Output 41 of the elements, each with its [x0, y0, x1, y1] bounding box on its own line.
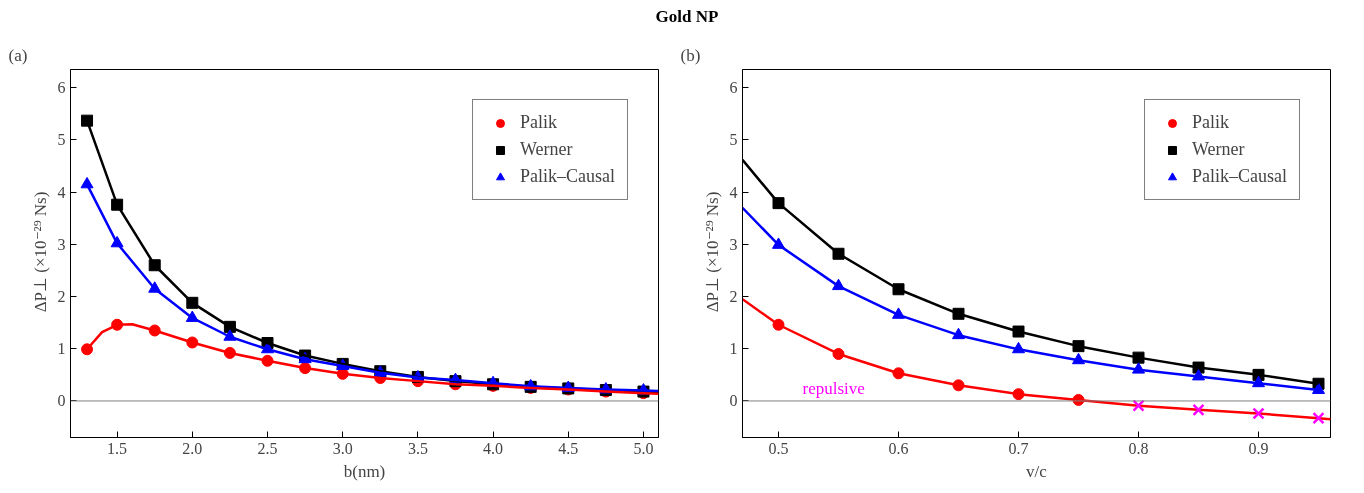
x-tick-label: 0.7: [1008, 439, 1029, 457]
y-tick-label: 2: [57, 288, 66, 306]
x-tick-label: 2.0: [182, 439, 203, 457]
legend-label: Palik–Causal: [520, 166, 615, 187]
y-tick-label: 4: [57, 183, 66, 201]
x-tick-label: 4.0: [483, 439, 504, 457]
legend-label: Werner: [520, 139, 573, 160]
legend-label: Werner: [1192, 139, 1245, 160]
x-tick-label: 2.5: [257, 439, 278, 457]
y-tick-label: 6: [729, 79, 738, 97]
y-tick-label: 3: [729, 235, 738, 253]
x-tick-label: 3.0: [332, 439, 353, 457]
chart-title: Gold NP: [655, 6, 719, 28]
y-axis-title: ΔP⊥ (×10⁻²⁹ Ns): [30, 191, 50, 313]
y-tick-label: 3: [57, 235, 66, 253]
annotation: repulsive: [802, 378, 865, 398]
y-tick-label: 1: [729, 340, 738, 358]
x-tick-label: 0.6: [888, 439, 909, 457]
legend-label: Palik: [1192, 112, 1230, 133]
x-tick-label: 4.5: [558, 439, 579, 457]
y-tick-label: 1: [57, 340, 66, 358]
y-axis-title: ΔP⊥ (×10⁻²⁹ Ns): [702, 191, 722, 313]
x-tick-label: 3.5: [407, 439, 428, 457]
legend-label: Palik–Causal: [1192, 166, 1287, 187]
x-axis-title: v/c: [1026, 461, 1048, 481]
text: (b): [680, 45, 701, 65]
y-tick-label: 2: [729, 288, 738, 306]
x-tick-label: 5.0: [633, 439, 654, 457]
y-tick-label: 4: [729, 183, 738, 201]
x-tick-label: 0.8: [1128, 439, 1149, 457]
text: (a): [8, 45, 28, 65]
x-tick-label: 0.5: [768, 439, 789, 457]
x-axis-title: b(nm): [343, 461, 386, 481]
x-tick-label: 1.5: [107, 439, 128, 457]
y-tick-label: 0: [57, 392, 66, 410]
y-tick-label: 0: [729, 392, 738, 410]
legend-label: Palik: [520, 112, 558, 133]
x-tick-label: 0.9: [1248, 439, 1269, 457]
y-tick-label: 6: [57, 79, 66, 97]
y-tick-label: 5: [729, 131, 738, 149]
y-tick-label: 5: [57, 131, 66, 149]
